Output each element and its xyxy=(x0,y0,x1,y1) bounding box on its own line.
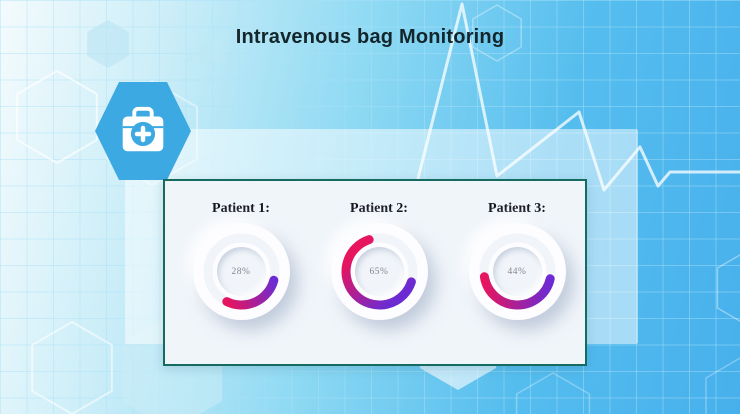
gauge-center: 44% xyxy=(492,247,542,296)
page-title: Intravenous bag Monitoring xyxy=(235,26,505,48)
gauge-center: 28% xyxy=(216,247,266,296)
patient-2-gauge-group: Patient 2: 65% xyxy=(319,201,439,364)
patient-2-label: Patient 2: xyxy=(350,201,408,216)
hexagon-shape-icon xyxy=(87,20,129,68)
gauge-arc xyxy=(341,233,417,310)
gauge-center: 65% xyxy=(354,247,404,296)
gauge-value: 44% xyxy=(507,266,527,277)
hexagon-outline-icon xyxy=(31,320,113,414)
triangle-shape-icon xyxy=(180,30,226,62)
first-aid-kit-icon xyxy=(122,106,164,152)
patient-3-gauge-group: Patient 3: 44% xyxy=(457,201,577,364)
gauge-arc xyxy=(203,233,279,310)
patient-1-gauge-group: Patient 1: 28% xyxy=(181,201,301,364)
patient-3-donut-gauge: 44% xyxy=(468,223,566,320)
hexagon-outline-icon xyxy=(716,254,740,322)
patient-1-label: Patient 1: xyxy=(212,201,270,216)
patient-2-donut-gauge: 65% xyxy=(330,223,428,320)
hexagon-outline-icon xyxy=(16,69,98,165)
gauge-value: 65% xyxy=(369,266,389,277)
patient-1-donut-gauge: 28% xyxy=(192,223,290,320)
hexagon-outline-icon xyxy=(515,372,591,414)
patient-3-label: Patient 3: xyxy=(488,201,546,216)
monitoring-panel: Patient 1: 28% Patient 2: 65% Patient 3:… xyxy=(163,179,587,366)
hexagon-outline-icon xyxy=(705,357,740,414)
gauge-value: 28% xyxy=(231,266,251,277)
